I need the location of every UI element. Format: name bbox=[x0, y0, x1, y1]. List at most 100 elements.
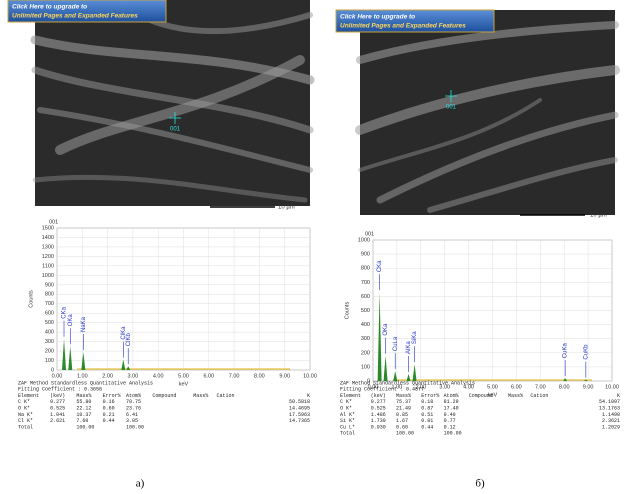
table-cell: 7.60 bbox=[76, 418, 88, 424]
x-tick-label: 3.00 bbox=[128, 373, 139, 379]
y-tick-label: 700 bbox=[361, 280, 370, 286]
x-tick-label: 4.00 bbox=[153, 373, 164, 379]
table-cell: 17.5963 bbox=[289, 412, 310, 418]
peak-label: CuKb bbox=[583, 344, 589, 360]
table-cell: 0.277 bbox=[50, 399, 65, 405]
table-cell: 23.76 bbox=[126, 406, 141, 412]
y-tick-label: 400 bbox=[361, 322, 370, 328]
table-cell: 0.60 bbox=[103, 406, 115, 412]
table-total: 100.00 bbox=[444, 431, 462, 437]
table-cell: Na K* bbox=[18, 412, 33, 418]
y-tick-label: 200 bbox=[45, 349, 54, 355]
y-tick-label: 600 bbox=[45, 311, 54, 317]
table-cell: O K* bbox=[340, 406, 352, 412]
peak bbox=[406, 373, 411, 381]
x-tick-label: 2.00 bbox=[415, 384, 426, 390]
peak-label: CKa bbox=[377, 260, 383, 272]
table-title: ZAF Method Standardless Quantitative Ana… bbox=[340, 380, 475, 386]
peak-label: ClKa bbox=[121, 326, 127, 340]
table-header: (keV) bbox=[50, 393, 65, 399]
y-tick-label: 500 bbox=[361, 308, 370, 314]
y-tick-label: 0 bbox=[367, 378, 370, 384]
table-cell: 1.739 bbox=[371, 418, 386, 424]
table-cell: 22.12 bbox=[76, 406, 91, 412]
upgrade-banner[interactable]: Click Here to upgrade to Unlimited Pages… bbox=[335, 9, 495, 33]
table-cell: 1.67 bbox=[396, 418, 408, 424]
x-axis-label: keV bbox=[179, 381, 189, 387]
y-tick-label: 700 bbox=[45, 301, 54, 307]
y-tick-label: 100 bbox=[45, 358, 54, 364]
x-tick-label: 8.00 bbox=[254, 373, 265, 379]
peak-label: ClKb bbox=[126, 333, 132, 347]
table-header: Mass% bbox=[193, 393, 208, 399]
chart-title: 001 bbox=[365, 231, 374, 237]
table-cell: 10.37 bbox=[76, 412, 91, 418]
peak bbox=[62, 338, 67, 370]
x-tick-label: 4.00 bbox=[463, 384, 474, 390]
y-tick-label: 900 bbox=[45, 282, 54, 288]
y-tick-label: 300 bbox=[361, 336, 370, 342]
y-tick-label: 0 bbox=[51, 367, 54, 373]
table-cell: 0.77 bbox=[444, 418, 456, 424]
table-cell: 1.1490 bbox=[602, 412, 620, 418]
banner-text: Click Here to upgrade to bbox=[12, 4, 87, 11]
scale-label: 10 µm bbox=[590, 213, 607, 219]
upgrade-banner[interactable]: Click Here to upgrade to Unlimited Pages… bbox=[7, 0, 167, 23]
table-cell: 0.525 bbox=[371, 406, 386, 412]
table-cell: 21.49 bbox=[396, 406, 411, 412]
table-header: (keV) bbox=[371, 393, 386, 399]
table-header: Atom% bbox=[444, 393, 459, 399]
table-cell: Cu L* bbox=[340, 424, 355, 430]
x-tick-label: 2.00 bbox=[102, 373, 113, 379]
x-tick-label: 6.00 bbox=[511, 384, 522, 390]
table-header: Mass% bbox=[396, 393, 411, 399]
table-cell: 81.29 bbox=[444, 399, 459, 405]
x-tick-label: 8.00 bbox=[559, 384, 570, 390]
x-tick-label: 6.00 bbox=[203, 373, 214, 379]
peak-label: AlKa bbox=[406, 341, 412, 354]
peak bbox=[412, 364, 417, 381]
y-tick-label: 1200 bbox=[42, 254, 54, 260]
banner-text: Unlimited Pages and Expanded Features bbox=[340, 23, 466, 30]
y-tick-label: 400 bbox=[45, 330, 54, 336]
peak-label: NaKa bbox=[81, 316, 87, 332]
table-header: Mass% bbox=[508, 393, 523, 399]
x-tick-label: 1.00 bbox=[77, 373, 88, 379]
x-tick-label: 9.00 bbox=[279, 373, 290, 379]
y-axis-label: Counts bbox=[344, 302, 350, 320]
y-tick-label: 100 bbox=[361, 364, 370, 370]
y-tick-label: 600 bbox=[361, 294, 370, 300]
point-marker: 001 bbox=[170, 127, 181, 133]
y-tick-label: 1500 bbox=[42, 225, 54, 231]
table-cell: 14.4695 bbox=[289, 406, 310, 412]
sem-image: 001 10 µm bbox=[355, 10, 620, 219]
table-cell: 0.277 bbox=[371, 399, 386, 405]
table-cell: 54.1097 bbox=[599, 399, 620, 405]
peak-label: CuKa bbox=[563, 343, 569, 359]
x-tick-label: 0.00 bbox=[52, 373, 63, 379]
y-axis-label: Counts bbox=[28, 290, 34, 308]
table-header: Cation bbox=[530, 393, 548, 399]
table-cell: 0.930 bbox=[371, 424, 386, 430]
peak bbox=[393, 371, 398, 381]
peak-label: OKa bbox=[68, 314, 74, 327]
table-header: Mass% bbox=[76, 393, 91, 399]
peak-label: CuLa bbox=[393, 336, 399, 351]
peak bbox=[583, 379, 588, 381]
table-header: Element bbox=[340, 393, 361, 399]
table-cell: 0.525 bbox=[50, 406, 65, 412]
caption: а) bbox=[136, 478, 145, 490]
table-title: ZAF Method Standardless Quantitative Ana… bbox=[18, 380, 153, 386]
table-header: Element bbox=[18, 393, 39, 399]
caption: б) bbox=[475, 478, 485, 490]
table-cell: 6.41 bbox=[126, 412, 138, 418]
x-tick-label: 10.00 bbox=[605, 384, 619, 390]
table-cell: 1.041 bbox=[50, 412, 65, 418]
y-tick-label: 1000 bbox=[42, 273, 54, 279]
table-cell: 0.12 bbox=[444, 424, 456, 430]
table-cell: 3.05 bbox=[126, 418, 138, 424]
table-cell: Si K* bbox=[340, 418, 355, 424]
x-tick-label: 7.00 bbox=[229, 373, 240, 379]
banner-text: Unlimited Pages and Expanded Features bbox=[12, 13, 138, 20]
